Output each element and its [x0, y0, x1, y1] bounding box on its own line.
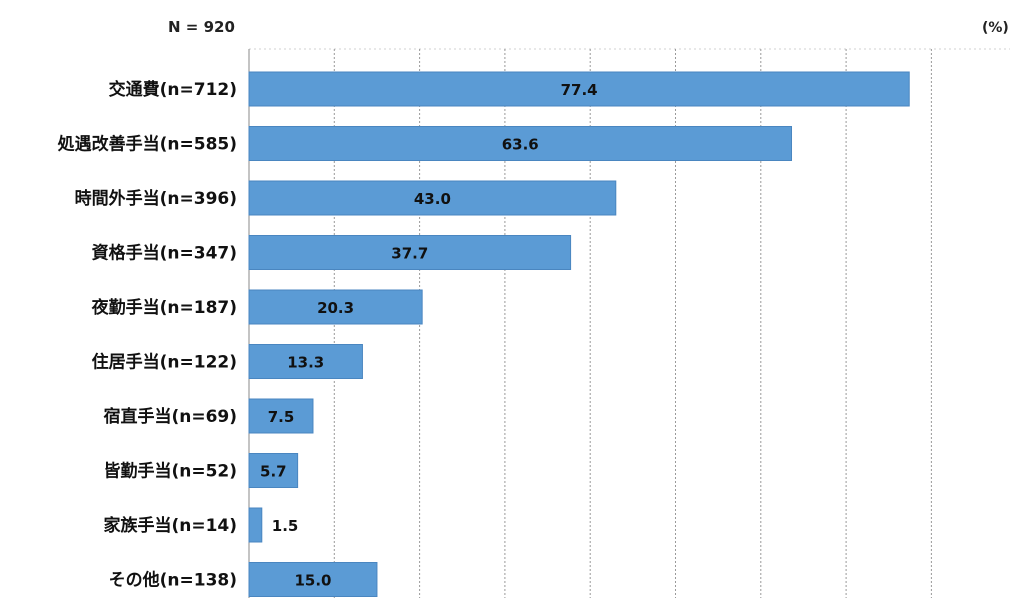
- value-label: 1.5: [272, 517, 299, 535]
- bar: [248, 180, 617, 216]
- category-label: 時間外手当(n=396): [75, 188, 237, 209]
- bar: [248, 289, 423, 325]
- bar: [248, 453, 299, 488]
- bar: [248, 398, 314, 434]
- bar: [248, 71, 910, 107]
- value-label: 43.0: [414, 190, 451, 208]
- value-label: 5.7: [260, 463, 287, 481]
- bar: [248, 344, 363, 379]
- bar: [248, 562, 378, 597]
- value-label: 77.4: [561, 81, 598, 99]
- category-label: 家族手当(n=14): [103, 515, 237, 536]
- category-label: 宿直手当(n=69): [103, 406, 237, 427]
- value-label: 15.0: [294, 572, 331, 590]
- category-label: 皆勤手当(n=52): [103, 461, 237, 482]
- bar: [248, 507, 263, 543]
- value-label: 63.6: [502, 136, 539, 154]
- unit-label: (%): [982, 20, 1009, 36]
- category-label: 処遇改善手当(n=585): [57, 134, 237, 155]
- category-label: 住居手当(n=122): [92, 352, 237, 373]
- category-label: 資格手当(n=347): [92, 243, 237, 264]
- category-label: 交通費(n=712): [109, 79, 237, 100]
- value-label: 37.7: [391, 245, 428, 263]
- sample-size-label: N = 920: [168, 18, 235, 36]
- value-label: 20.3: [317, 299, 354, 317]
- bar: [248, 235, 572, 270]
- bar: [248, 126, 793, 161]
- category-label: その他(n=138): [109, 570, 237, 591]
- category-label: 夜勤手当(n=187): [91, 297, 237, 318]
- value-label: 13.3: [287, 354, 324, 372]
- value-label: 7.5: [268, 408, 295, 426]
